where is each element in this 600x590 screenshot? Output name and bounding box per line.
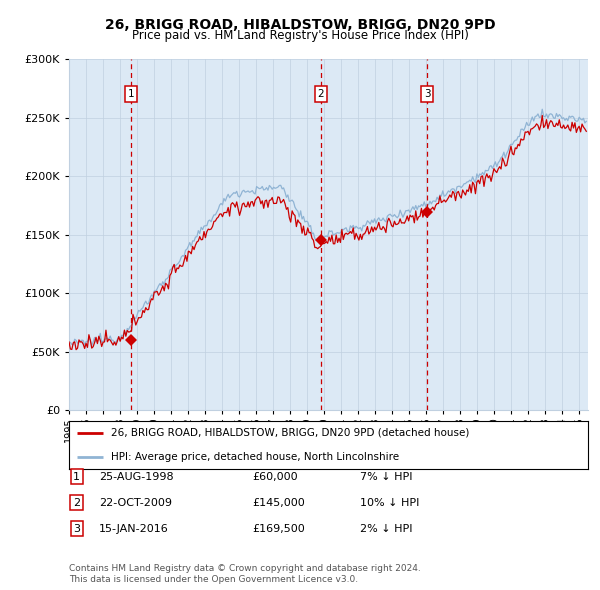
Text: 1: 1 bbox=[128, 89, 134, 99]
Text: 26, BRIGG ROAD, HIBALDSTOW, BRIGG, DN20 9PD (detached house): 26, BRIGG ROAD, HIBALDSTOW, BRIGG, DN20 … bbox=[110, 428, 469, 438]
Text: £60,000: £60,000 bbox=[252, 472, 298, 481]
Text: 2% ↓ HPI: 2% ↓ HPI bbox=[360, 524, 413, 533]
Text: 3: 3 bbox=[424, 89, 430, 99]
Text: £169,500: £169,500 bbox=[252, 524, 305, 533]
Text: Price paid vs. HM Land Registry's House Price Index (HPI): Price paid vs. HM Land Registry's House … bbox=[131, 30, 469, 42]
Text: 15-JAN-2016: 15-JAN-2016 bbox=[99, 524, 169, 533]
Text: 22-OCT-2009: 22-OCT-2009 bbox=[99, 498, 172, 507]
Text: HPI: Average price, detached house, North Lincolnshire: HPI: Average price, detached house, Nort… bbox=[110, 452, 398, 462]
Text: 2: 2 bbox=[317, 89, 324, 99]
Text: 1: 1 bbox=[73, 472, 80, 481]
Text: 26, BRIGG ROAD, HIBALDSTOW, BRIGG, DN20 9PD: 26, BRIGG ROAD, HIBALDSTOW, BRIGG, DN20 … bbox=[104, 18, 496, 32]
Text: 10% ↓ HPI: 10% ↓ HPI bbox=[360, 498, 419, 507]
Text: 7% ↓ HPI: 7% ↓ HPI bbox=[360, 472, 413, 481]
Text: 2: 2 bbox=[73, 498, 80, 507]
Text: 25-AUG-1998: 25-AUG-1998 bbox=[99, 472, 173, 481]
Text: £145,000: £145,000 bbox=[252, 498, 305, 507]
Text: Contains HM Land Registry data © Crown copyright and database right 2024.: Contains HM Land Registry data © Crown c… bbox=[69, 565, 421, 573]
Text: 3: 3 bbox=[73, 524, 80, 533]
Text: This data is licensed under the Open Government Licence v3.0.: This data is licensed under the Open Gov… bbox=[69, 575, 358, 584]
